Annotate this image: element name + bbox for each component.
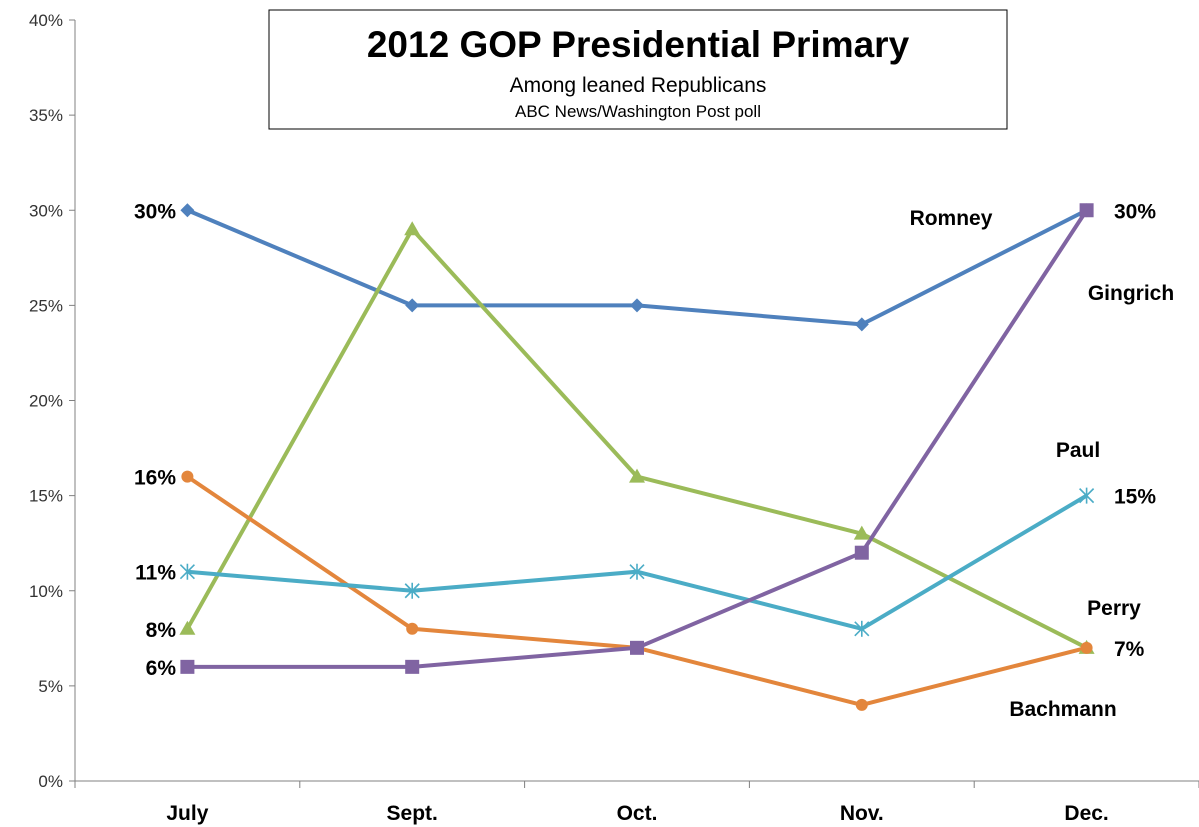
x-tick-label: Sept. — [387, 802, 438, 825]
data-point-bachmann — [181, 470, 194, 483]
chart-source: ABC News/Washington Post poll — [515, 102, 761, 121]
chart-axes — [69, 19, 1199, 788]
x-tick-labels: July Sept. Oct. Nov. Dec. — [166, 802, 1108, 825]
title-box: 2012 GOP Presidential Primary Among lean… — [268, 9, 1008, 130]
series-label-bachmann: Bachmann — [1009, 698, 1116, 721]
data-point-gingrich — [405, 659, 420, 674]
x-tick-label: Oct. — [617, 802, 658, 825]
x-tick-label: Dec. — [1064, 802, 1108, 825]
chart-subtitle: Among leaned Republicans — [510, 74, 767, 97]
data-point-bachmann — [1080, 641, 1093, 654]
data-label-left: 8% — [146, 619, 177, 642]
data-point-bachmann — [855, 698, 868, 711]
series-layer — [185, 208, 1089, 707]
series-label-paul: Paul — [1056, 439, 1100, 462]
data-point-romney — [405, 298, 420, 313]
title-box-border — [268, 9, 1008, 130]
x-tick-label: Nov. — [840, 802, 884, 825]
y-tick-label: 30% — [29, 201, 63, 220]
data-point-gingrich — [854, 545, 869, 560]
data-point-perry — [179, 620, 196, 635]
series-line-bachmann — [186, 474, 1088, 707]
chart-title: 2012 GOP Presidential Primary — [367, 24, 910, 65]
data-point-paul — [404, 582, 420, 599]
y-tick-label: 20% — [29, 392, 63, 411]
data-point-romney — [854, 317, 869, 332]
data-point-perry — [404, 221, 421, 236]
series-label-romney: Romney — [910, 207, 993, 230]
data-label-right: 30% — [1114, 200, 1156, 223]
data-label-right: 15% — [1114, 486, 1156, 509]
data-point-bachmann — [406, 622, 419, 635]
data-point-romney — [180, 203, 195, 218]
data-point-paul — [854, 620, 870, 637]
data-label-left: 6% — [146, 657, 177, 680]
data-point-gingrich — [630, 640, 644, 655]
y-tick-label: 25% — [29, 296, 63, 315]
x-tick-label: July — [166, 802, 208, 825]
y-tick-label: 10% — [29, 582, 63, 601]
data-point-paul — [179, 563, 195, 580]
data-label-left: 16% — [134, 467, 176, 490]
data-point-perry — [629, 468, 645, 483]
series-label-gingrich: Gingrich — [1088, 282, 1174, 305]
y-tick-label: 40% — [29, 11, 63, 30]
data-label-right: 7% — [1114, 638, 1145, 661]
data-point-paul — [1079, 487, 1095, 504]
data-point-gingrich — [180, 659, 195, 674]
y-tick-label: 15% — [29, 487, 63, 506]
series-line-paul — [187, 493, 1088, 631]
label-layer: Romney Perry Bachmann Paul Gingrich 30% 16% 11%… — [134, 200, 1174, 721]
data-point-paul — [629, 563, 645, 580]
data-label-left: 11% — [135, 562, 176, 585]
y-tick-labels: 0% 5% 10% 15% 20% 25% 30% 35% 40% — [29, 11, 63, 791]
y-tick-label: 5% — [38, 677, 63, 696]
data-point-gingrich — [1079, 203, 1094, 218]
data-label-left: 30% — [134, 200, 176, 223]
y-tick-label: 35% — [29, 106, 63, 125]
marker-layer — [179, 203, 1095, 711]
data-point-romney — [630, 298, 644, 313]
data-point-perry — [853, 525, 870, 540]
series-label-perry: Perry — [1087, 597, 1141, 620]
y-tick-label: 0% — [38, 772, 63, 791]
